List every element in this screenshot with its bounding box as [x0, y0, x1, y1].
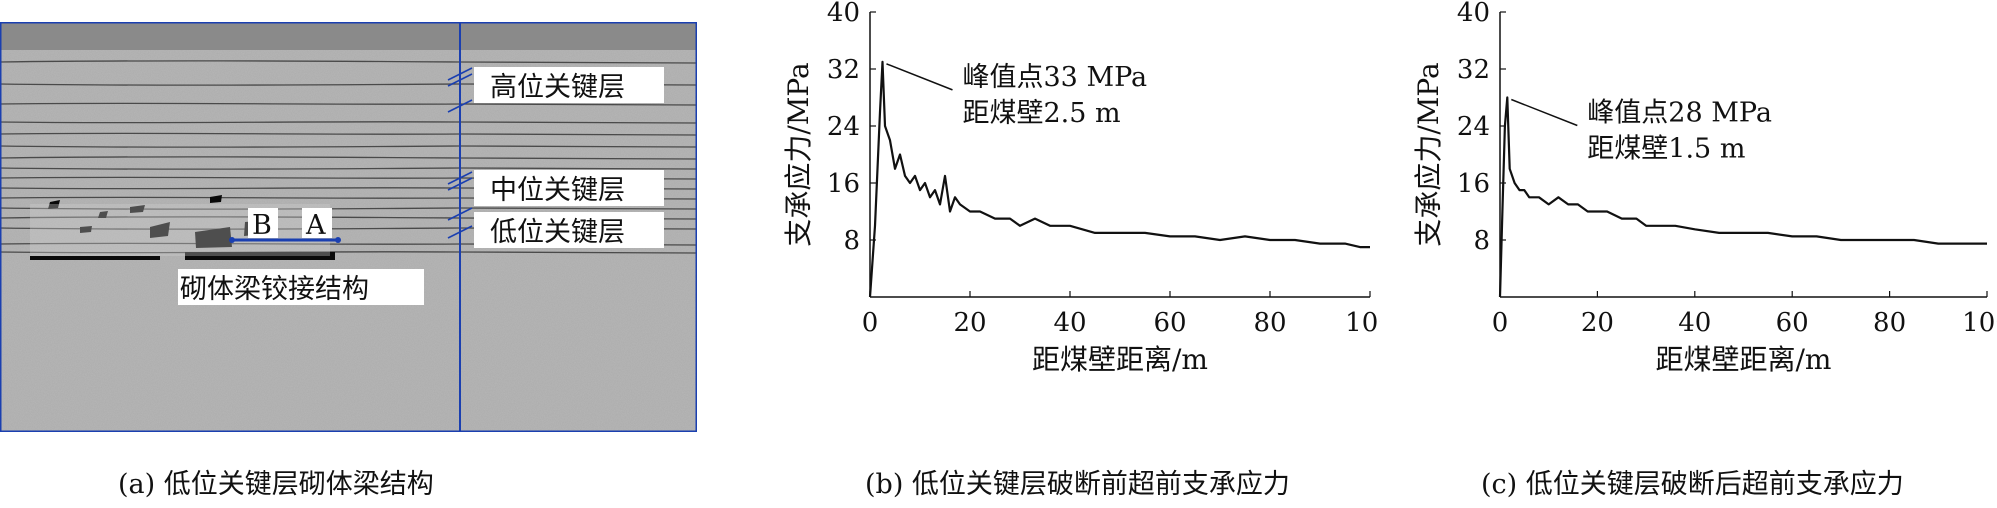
x-axis-label: 距煤壁距离/m [1032, 343, 1208, 376]
y-axis-label: 支承应力/MPa [782, 62, 815, 246]
stratum-line [0, 187, 697, 190]
x-tick-label: 0 [1492, 308, 1509, 338]
x-tick-label: 80 [1873, 308, 1906, 338]
x-tick-label: 20 [953, 308, 986, 338]
annotation-leader [886, 63, 953, 91]
stratum-line [0, 176, 697, 180]
stratum-line [0, 60, 697, 64]
series-line [1498, 96, 1987, 298]
caption-c: (c) 低位关键层破断后超前支承应力 [1481, 469, 1904, 500]
strata-lines [0, 60, 697, 254]
chart-before-break: 0 20 40 60 80 100 8 16 24 32 40 距煤壁距离/m 支承应力/MPa 峰值点3… [782, 0, 1380, 376]
y-axis-label: 支承应力/MPa [1412, 62, 1445, 246]
annotation-leader [1511, 98, 1578, 127]
x-tick-label: 40 [1053, 308, 1086, 338]
chart-after-break: 0 20 40 60 80 100 8 16 24 32 40 距煤壁距离/m 支承应力/MPa 峰值点2… [1412, 0, 1997, 376]
x-tick-label: 80 [1253, 308, 1286, 338]
y-tick-label: 16 [827, 169, 860, 199]
y-tick-label: 24 [827, 112, 860, 142]
stratum-line [0, 132, 697, 136]
caption-b: (b) 低位关键层破断前超前支承应力 [865, 469, 1290, 500]
caption-a: (a) 低位关键层砌体梁结构 [118, 469, 434, 500]
x-tick-label: 40 [1678, 308, 1711, 338]
annotation-peak: 峰值点33 MPa [963, 62, 1148, 93]
annotation-peak: 峰值点28 MPa [1587, 98, 1772, 129]
x-tick-label: 100 [1345, 308, 1380, 338]
stratum-line [0, 227, 697, 230]
stratum-line [0, 196, 697, 200]
x-tick-label: 100 [1962, 308, 1997, 338]
x-tick-label: 60 [1153, 308, 1186, 338]
annotation-distance: 距煤壁2.5 m [963, 98, 1121, 129]
stratum-line [0, 207, 697, 210]
label-low-layer: 低位关键层 [490, 217, 625, 248]
layer-labels: 高位关键层 中位关键层 低位关键层 砌体梁铰接结构 B A [178, 67, 664, 305]
label-block-b: B [252, 210, 272, 241]
stratum-line [0, 167, 697, 170]
label-high-layer: 高位关键层 [490, 72, 625, 103]
stratum-line [0, 121, 697, 124]
y-tick-label: 8 [843, 226, 860, 256]
x-tick-label: 20 [1581, 308, 1614, 338]
stratum-line [0, 83, 697, 86]
y-tick-label: 40 [827, 0, 860, 28]
label-hinge-structure: 砌体梁铰接结构 [180, 274, 369, 305]
stratum-line [0, 156, 697, 160]
series-line [868, 60, 1370, 298]
x-tick-label: 0 [862, 308, 879, 338]
y-tick-label: 32 [1457, 55, 1490, 85]
y-tick-label: 40 [1457, 0, 1490, 28]
y-tick-label: 16 [1457, 169, 1490, 199]
y-tick-label: 24 [1457, 112, 1490, 142]
stratum-line [0, 242, 697, 246]
stratum-line [0, 145, 697, 148]
annotation-distance: 距煤壁1.5 m [1587, 134, 1745, 165]
y-tick-label: 32 [827, 55, 860, 85]
model-panel: 高位关键层 中位关键层 低位关键层 砌体梁铰接结构 B A [0, 22, 697, 432]
stratum-line [0, 216, 697, 220]
x-tick-label: 60 [1776, 308, 1809, 338]
layer-ticks [447, 67, 473, 239]
model-image: 高位关键层 中位关键层 低位关键层 砌体梁铰接结构 B A [0, 22, 697, 432]
label-block-a: A [305, 210, 326, 241]
stratum-line [0, 102, 697, 106]
label-mid-layer: 中位关键层 [490, 175, 625, 206]
x-axis-label: 距煤壁距离/m [1656, 343, 1832, 376]
y-tick-label: 8 [1473, 226, 1490, 256]
